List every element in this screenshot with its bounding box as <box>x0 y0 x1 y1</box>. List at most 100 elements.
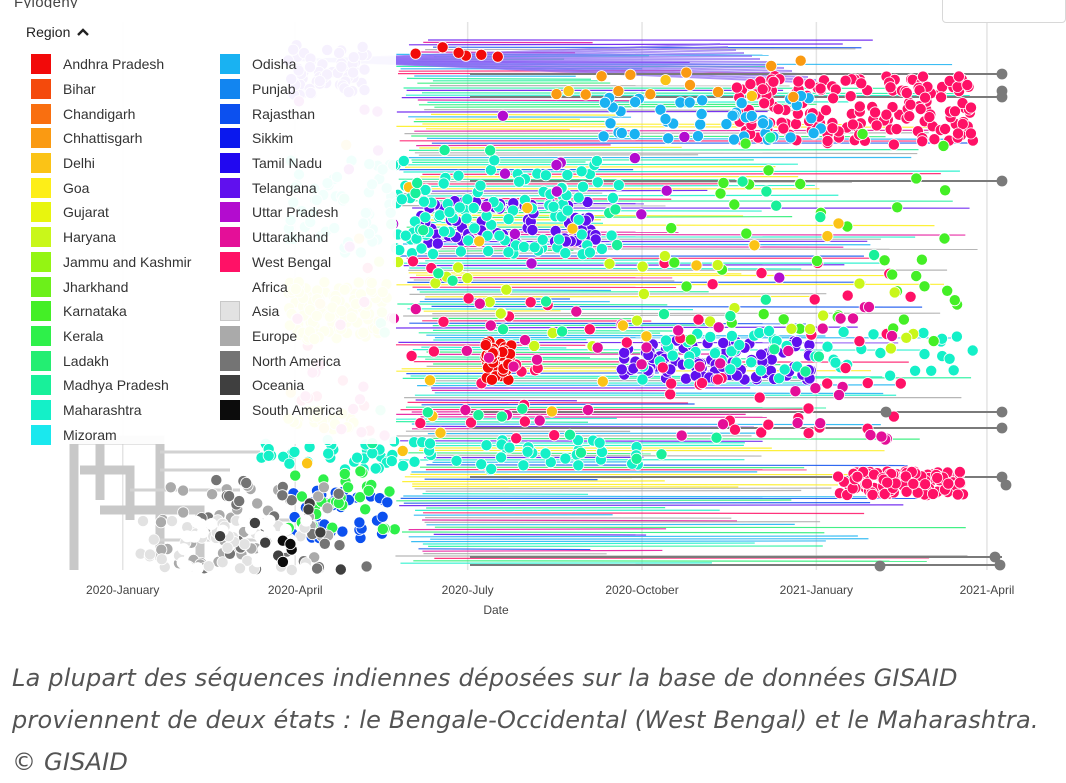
point-europe[interactable] <box>155 517 166 528</box>
point-oceania[interactable] <box>315 527 326 538</box>
legend-item-uttar-pradesh[interactable]: Uttar Pradesh <box>220 200 343 225</box>
point-uttarakhand[interactable] <box>815 418 826 429</box>
point-uttarakhand[interactable] <box>461 345 472 356</box>
point-karnataka[interactable] <box>938 140 949 151</box>
point-west-bengal[interactable] <box>657 362 668 373</box>
point-africa[interactable] <box>260 519 271 530</box>
point-karnataka[interactable] <box>669 257 680 268</box>
point-maharashtra[interactable] <box>885 370 896 381</box>
point-west-bengal[interactable] <box>790 118 801 129</box>
point-maharashtra[interactable] <box>919 349 930 360</box>
point-west-bengal[interactable] <box>840 363 851 374</box>
point-west-bengal[interactable] <box>428 346 439 357</box>
point-delhi[interactable] <box>474 236 485 247</box>
point-delhi[interactable] <box>749 240 760 251</box>
point-west-bengal[interactable] <box>917 71 928 82</box>
point-west-bengal[interactable] <box>822 378 833 389</box>
point-telangana[interactable] <box>527 224 538 235</box>
point-karnataka[interactable] <box>741 228 752 239</box>
point-madhya-pradesh[interactable] <box>737 176 748 187</box>
point-west-bengal[interactable] <box>943 478 954 489</box>
point-west-bengal[interactable] <box>856 78 867 89</box>
point-haryana[interactable] <box>885 343 896 354</box>
legend-item-rajasthan[interactable]: Rajasthan <box>220 101 343 126</box>
point-asia[interactable] <box>166 516 177 527</box>
point-haryana[interactable] <box>659 251 670 262</box>
point-uttar-pradesh[interactable] <box>661 185 672 196</box>
point-maharashtra[interactable] <box>594 437 605 448</box>
point-madhya-pradesh[interactable] <box>473 410 484 421</box>
point-africa[interactable] <box>299 563 310 574</box>
point-kerala[interactable] <box>363 485 374 496</box>
point-karnataka[interactable] <box>666 223 677 234</box>
point-maharashtra[interactable] <box>746 357 757 368</box>
legend-item-chhattisgarh[interactable]: Chhattisgarh <box>31 126 191 151</box>
point-west-bengal[interactable] <box>809 294 820 305</box>
point-maharashtra[interactable] <box>386 456 397 467</box>
point-west-bengal[interactable] <box>415 418 426 429</box>
point-uttarakhand[interactable] <box>519 335 530 346</box>
point-haryana[interactable] <box>786 323 797 334</box>
point-uttarakhand[interactable] <box>835 313 846 324</box>
point-maharashtra[interactable] <box>476 459 487 470</box>
point-oceania[interactable] <box>260 537 271 548</box>
point-west-bengal[interactable] <box>803 428 814 439</box>
point-delhi[interactable] <box>546 406 557 417</box>
point-chhattisgarh[interactable] <box>681 67 692 78</box>
point-africa[interactable] <box>177 557 188 568</box>
point-haryana[interactable] <box>805 324 816 335</box>
point-maharashtra[interactable] <box>400 230 411 241</box>
point-maharashtra[interactable] <box>444 207 455 218</box>
point-west-bengal[interactable] <box>862 378 873 389</box>
point-uttarakhand[interactable] <box>886 330 897 341</box>
point-madhya-pradesh[interactable] <box>433 268 444 279</box>
point-odisha[interactable] <box>721 119 732 130</box>
legend-item-madhya-pradesh[interactable]: Madhya Pradesh <box>31 373 191 398</box>
point-north-america[interactable] <box>241 477 252 488</box>
point-maharashtra[interactable] <box>592 177 603 188</box>
point-madhya-pradesh[interactable] <box>631 453 642 464</box>
point-africa[interactable] <box>206 518 217 529</box>
point-odisha[interactable] <box>598 131 609 142</box>
point-asia[interactable] <box>286 564 297 575</box>
legend-item-gujarat[interactable]: Gujarat <box>31 200 191 225</box>
point-uttar-pradesh[interactable] <box>551 159 562 170</box>
point-karnataka[interactable] <box>715 188 726 199</box>
point-maharashtra[interactable] <box>734 339 745 350</box>
point-west-bengal[interactable] <box>962 79 973 90</box>
point-odisha[interactable] <box>695 119 706 130</box>
point-uttarakhand[interactable] <box>715 358 726 369</box>
point-west-bengal[interactable] <box>871 120 882 131</box>
point-haryana[interactable] <box>637 261 648 272</box>
point-maharashtra[interactable] <box>779 364 790 375</box>
point-uttarakhand[interactable] <box>833 389 844 400</box>
point-maharashtra[interactable] <box>418 196 429 207</box>
point-maharashtra[interactable] <box>591 155 602 166</box>
point-uttarakhand[interactable] <box>676 430 687 441</box>
point-west-bengal[interactable] <box>861 478 872 489</box>
legend-item-south-america[interactable]: South America <box>220 398 343 423</box>
point-north-america[interactable] <box>361 561 372 572</box>
point-west-bengal[interactable] <box>525 297 536 308</box>
point-uttar-pradesh[interactable] <box>526 258 537 269</box>
point-madhya-pradesh[interactable] <box>769 344 780 355</box>
point-odisha[interactable] <box>757 118 768 129</box>
point-andhra-pradesh[interactable] <box>492 51 503 62</box>
point-north-america[interactable] <box>334 540 345 551</box>
point-maharashtra[interactable] <box>637 374 648 385</box>
point-west-bengal[interactable] <box>407 256 418 267</box>
point-europe[interactable] <box>322 503 333 514</box>
point-west-bengal[interactable] <box>952 128 963 139</box>
point-west-bengal[interactable] <box>584 324 595 335</box>
point-asia[interactable] <box>234 563 245 574</box>
point-delhi[interactable] <box>424 375 435 386</box>
point-asia[interactable] <box>217 557 228 568</box>
point-west-bengal[interactable] <box>932 472 943 483</box>
point-west-bengal[interactable] <box>915 103 926 114</box>
point-chhattisgarh[interactable] <box>551 89 562 100</box>
point-karnataka[interactable] <box>898 314 909 325</box>
point-africa[interactable] <box>178 544 189 555</box>
point-north-america[interactable] <box>319 538 330 549</box>
point-uttarakhand[interactable] <box>636 359 647 370</box>
legend-item-punjab[interactable]: Punjab <box>220 77 343 102</box>
